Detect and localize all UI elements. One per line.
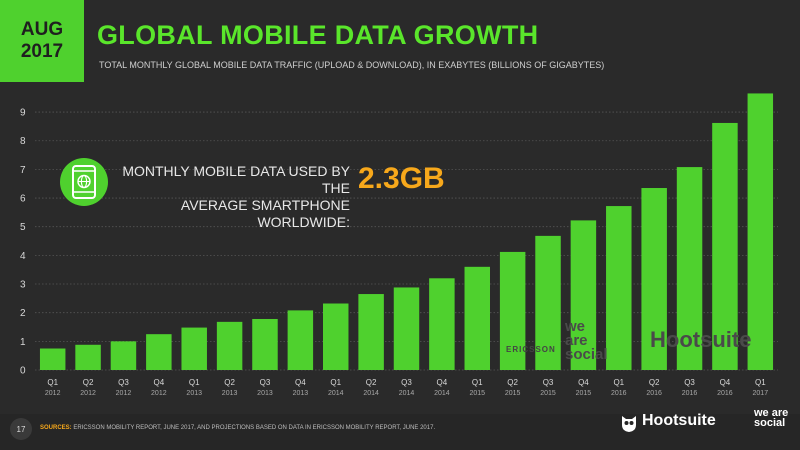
x-tick-year: 2016: [646, 390, 662, 397]
bar-q1-2014: [323, 303, 349, 370]
bar-q4-2013: [287, 310, 314, 370]
bar-q3-2015: [535, 235, 561, 370]
x-tick-quarter: Q1: [189, 378, 200, 387]
x-tick-quarter: Q1: [330, 378, 341, 387]
x-tick-quarter: Q4: [295, 378, 306, 387]
x-tick-quarter: Q4: [720, 378, 731, 387]
bar-q1-2017: [747, 93, 774, 371]
x-tick-year: 2017: [753, 390, 769, 397]
watermark-hootsuite: Hootsuite: [650, 327, 752, 352]
bar-q1-2013: [181, 327, 207, 370]
x-tick-quarter: Q1: [472, 378, 483, 387]
bar-q4-2012: [146, 334, 172, 370]
bar-q3-2012: [110, 341, 137, 370]
bar-q2-2015: [499, 251, 526, 370]
y-tick-label: 7: [20, 165, 26, 176]
x-tick-quarter: Q3: [684, 378, 695, 387]
callout-label: MONTHLY MOBILE DATA USED BY THE AVERAGE …: [120, 163, 350, 231]
y-tick-label: 4: [20, 251, 26, 262]
page-subtitle: TOTAL MONTHLY GLOBAL MOBILE DATA TRAFFIC…: [99, 60, 605, 70]
y-tick-label: 0: [20, 366, 26, 377]
x-tick-year: 2014: [363, 390, 379, 397]
footer-bar: [0, 414, 800, 450]
x-tick-year: 2013: [222, 390, 238, 397]
y-tick-label: 5: [20, 222, 26, 233]
x-tick-quarter: Q3: [401, 378, 412, 387]
bar-q3-2014: [393, 287, 420, 370]
sources-label: SOURCES:: [40, 425, 72, 431]
x-tick-year: 2012: [80, 390, 96, 397]
x-tick-year: 2016: [682, 390, 698, 397]
x-tick-year: 2012: [45, 390, 61, 397]
watermark-ericsson: ERICSSON: [506, 345, 556, 354]
y-tick-label: 6: [20, 194, 26, 205]
page-title: GLOBAL MOBILE DATA GROWTH: [97, 20, 539, 50]
y-tick-label: 3: [20, 280, 26, 291]
bar-q2-2016: [641, 188, 667, 370]
sources-note: SOURCES: ERICSSON MOBILITY REPORT, JUNE …: [40, 425, 435, 431]
x-tick-year: 2013: [257, 390, 273, 397]
bar-q1-2012: [39, 348, 66, 370]
x-tick-quarter: Q1: [613, 378, 624, 387]
x-tick-year: 2015: [576, 390, 592, 397]
x-tick-quarter: Q3: [118, 378, 129, 387]
x-tick-year: 2014: [328, 390, 344, 397]
x-tick-quarter: Q1: [755, 378, 766, 387]
x-tick-year: 2013: [293, 390, 309, 397]
y-tick-label: 1: [20, 337, 26, 348]
y-tick-label: 8: [20, 136, 26, 147]
x-tick-quarter: Q2: [507, 378, 518, 387]
bar-q1-2015: [464, 266, 490, 370]
x-tick-quarter: Q2: [83, 378, 94, 387]
callout-label-line2: AVERAGE SMARTPHONE WORLDWIDE:: [180, 197, 350, 230]
x-tick-quarter: Q3: [543, 378, 554, 387]
watermark-wearesocial: we are social: [565, 318, 608, 363]
x-tick-quarter: Q3: [260, 378, 271, 387]
callout-label-line1: MONTHLY MOBILE DATA USED BY THE: [122, 163, 350, 196]
x-tick-year: 2015: [540, 390, 556, 397]
bar-q3-2016: [676, 167, 703, 370]
bar-q4-2014: [429, 278, 455, 370]
bar-q2-2012: [75, 344, 101, 370]
bar-q1-2016: [606, 206, 632, 370]
x-tick-year: 2013: [186, 390, 202, 397]
x-tick-year: 2012: [151, 390, 167, 397]
x-tick-year: 2014: [399, 390, 415, 397]
hootsuite-owl-icon: [622, 416, 636, 432]
x-tick-year: 2014: [434, 390, 450, 397]
x-tick-quarter: Q2: [649, 378, 660, 387]
badge-year: 2017: [20, 41, 64, 62]
bar-q4-2015: [570, 220, 597, 370]
x-tick-quarter: Q2: [224, 378, 235, 387]
callout-value: 2.3GB: [358, 162, 445, 195]
x-tick-year: 2016: [717, 390, 733, 397]
x-tick-quarter: Q1: [47, 378, 58, 387]
x-tick-quarter: Q4: [153, 378, 164, 387]
smartphone-globe-icon: [60, 158, 108, 206]
x-tick-year: 2016: [611, 390, 627, 397]
x-tick-year: 2015: [469, 390, 485, 397]
sources-text: ERICSSON MOBILITY REPORT, JUNE 2017, AND…: [73, 425, 436, 431]
x-tick-year: 2012: [116, 390, 132, 397]
page-number: 17: [10, 418, 32, 440]
x-tick-year: 2015: [505, 390, 521, 397]
y-tick-label: 2: [20, 308, 26, 319]
bar-q2-2014: [358, 294, 384, 370]
hootsuite-logo: Hootsuite: [642, 412, 716, 429]
bar-q2-2013: [216, 321, 243, 370]
y-tick-label: 9: [20, 108, 26, 119]
badge-month: AUG: [20, 19, 64, 40]
bar-q3-2013: [252, 318, 278, 370]
x-tick-quarter: Q2: [366, 378, 377, 387]
date-badge: AUG 2017: [0, 0, 84, 82]
wearesocial-logo: we are social: [754, 407, 789, 429]
bar-q4-2016: [712, 122, 738, 370]
x-tick-quarter: Q4: [437, 378, 448, 387]
x-tick-quarter: Q4: [578, 378, 589, 387]
